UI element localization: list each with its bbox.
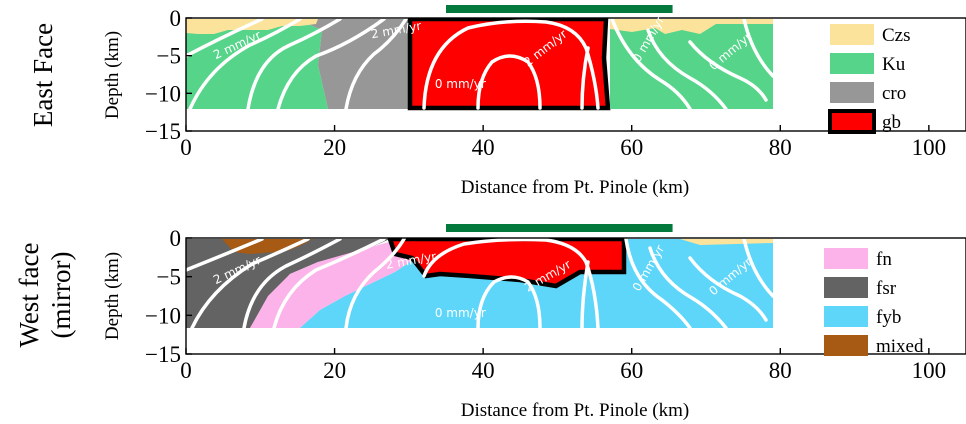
x-tick-label: 0 (180, 358, 192, 383)
east-unit-ku-right (610, 19, 773, 109)
x-tick-label: 40 (472, 135, 495, 160)
x-tick-label: 20 (323, 135, 346, 160)
east-panel: East Face Depth (km) (28, 5, 966, 198)
east-section (186, 18, 775, 111)
west-axes (185, 237, 966, 355)
contour-label: 0 mm/yr (435, 77, 486, 91)
legend-swatch-fsr (824, 277, 868, 298)
west-x-axis-label: Distance from Pt. Pinole (km) (461, 400, 690, 421)
east-unit-cro (296, 19, 410, 109)
legend-swatch-cro (830, 82, 874, 103)
legend-label-gb: gb (882, 112, 901, 133)
legend-label-mixed: mixed (876, 336, 924, 357)
legend-label-Czs: Czs (882, 25, 911, 46)
x-tick-label: 20 (323, 358, 346, 383)
west-unit-top-right-strip (680, 239, 773, 245)
legend-swatch-gb (828, 109, 876, 134)
x-tick-label: 0 (180, 135, 192, 160)
y-tick-label: −10 (145, 303, 181, 328)
x-tick-label: 100 (912, 358, 947, 383)
x-tick-label: 40 (472, 358, 495, 383)
east-unit-czs-right (610, 19, 773, 34)
legend-swatch-fn (824, 248, 868, 269)
y-tick-label: −5 (157, 44, 181, 69)
west-unit-mixed (222, 239, 312, 254)
east-unit-gb (407, 18, 611, 111)
west-legend: fn fsr fyb mixed (824, 248, 924, 357)
east-unit-ku-left (186, 19, 328, 109)
east-contours (186, 18, 775, 111)
west-section (186, 238, 775, 330)
legend-label-cro: cro (882, 83, 906, 104)
east-axes (185, 17, 966, 132)
x-tick-label: 80 (769, 358, 792, 383)
east-side-label: East Face (28, 23, 58, 127)
legend-label-fyb: fyb (876, 307, 901, 328)
east-ticks: 0 20 40 60 80 100 0 −5 −10 −15 (145, 6, 946, 160)
legend-swatch-Ku (830, 53, 874, 74)
west-side-label-line2: (mirror) (46, 252, 76, 339)
legend-swatch-fyb (824, 306, 868, 327)
y-tick-label: −5 (157, 265, 181, 290)
legend-swatch-mixed (824, 335, 868, 356)
x-tick-label: 60 (620, 135, 643, 160)
east-x-axis-label: Distance from Pt. Pinole (km) (461, 177, 690, 198)
west-unit-fsr (186, 239, 390, 328)
y-tick-label: −10 (145, 81, 181, 106)
east-y-axis-label: Depth (km) (102, 31, 123, 119)
contour-label: 0 mm/yr (435, 306, 486, 320)
west-ticks: 0 20 40 60 80 100 0 −5 −10 −15 (145, 226, 946, 383)
y-tick-label: −15 (145, 342, 181, 367)
west-y-axis-label: Depth (km) (102, 252, 123, 340)
x-tick-label: 100 (912, 135, 947, 160)
legend-label-Ku: Ku (882, 54, 906, 75)
east-legend: Czs Ku cro gb (828, 24, 911, 134)
west-side-label-line1: West face (14, 242, 44, 347)
west-unit-fn (250, 239, 410, 328)
west-contours (186, 238, 775, 330)
east-unit-czs-left (186, 19, 318, 34)
legend-label-fsr: fsr (876, 278, 897, 299)
west-panel: West face (mirror) Depth (km) (14, 224, 966, 421)
legend-swatch-Czs (830, 24, 874, 45)
legend-label-fn: fn (876, 249, 892, 270)
y-tick-label: 0 (170, 6, 182, 31)
y-tick-label: −15 (145, 119, 181, 144)
y-tick-label: 0 (170, 226, 182, 251)
x-tick-label: 60 (620, 358, 643, 383)
x-tick-label: 80 (769, 135, 792, 160)
